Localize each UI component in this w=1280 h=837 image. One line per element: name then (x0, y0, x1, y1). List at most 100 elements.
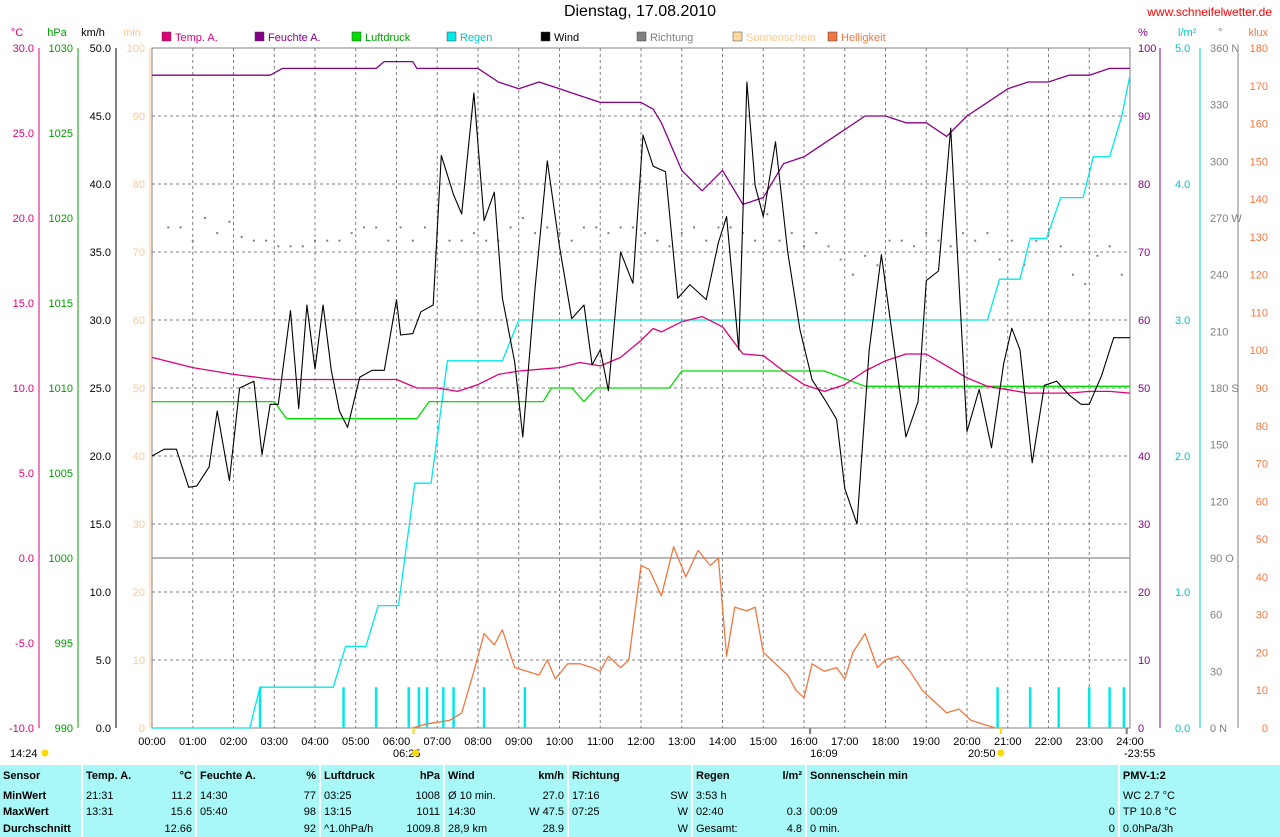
stats-header-pmv: PMV-1:2 (1117, 765, 1280, 788)
time-tick-label: 19:00 (912, 736, 940, 748)
direction-tick-label: 270 W (1210, 213, 1242, 225)
lux-tick-label: 70 (1256, 459, 1268, 471)
time-tick-label: 11:00 (587, 736, 614, 748)
stats-cell: 15.6 (170, 806, 192, 819)
legend-swatch (540, 31, 551, 42)
direction-point (387, 239, 390, 242)
time-tick-label: 02:00 (220, 736, 248, 748)
wind-tick-label: 0.0 (96, 723, 111, 735)
stats-header-row: Sensor Temp. A. °C Feuchte A. % Luftdruc… (0, 765, 1280, 788)
direction-tick-label: 210 (1210, 326, 1228, 338)
stats-header-rain-unit: l/m² (782, 770, 802, 783)
time-tick-label: 00:00 (138, 736, 166, 748)
stats-cell (1037, 788, 1119, 804)
time-tick-label: 04:00 (301, 736, 329, 748)
stats-cell: 28.9 (542, 822, 564, 835)
stats-cell: 00:09 (805, 804, 1037, 821)
legend-swatch (161, 31, 172, 42)
pressure-tick-label: 1000 (49, 553, 73, 565)
humidity-tick-label: 20 (1138, 587, 1150, 599)
stats-cell (805, 787, 1037, 805)
stats-cell: 21:31 (81, 787, 159, 805)
legend-label: Wind (554, 32, 579, 44)
chart-title: Dienstag, 17.08.2010 (563, 3, 717, 20)
site-link[interactable]: www.schneifelwetter.de (1147, 5, 1272, 19)
rain-tick-label: 2.0 (1175, 451, 1190, 463)
stats-cell: 3:53 h (691, 787, 759, 805)
time-tick-label: 13:00 (668, 736, 696, 748)
time-tick-label: 23:00 (1075, 736, 1103, 748)
marker-max-lux: 16:09 (810, 748, 838, 760)
stats-cell: WC 2.7 °C (1117, 787, 1280, 805)
pressure-tick-label: 1005 (49, 468, 73, 480)
wind-tick-label: 20.0 (90, 451, 111, 463)
humidity-tick-label: 40 (1138, 451, 1150, 463)
legend-label: Sonnenschein (746, 32, 816, 44)
wind-tick-label: 35.0 (90, 247, 111, 259)
sun-tick-label: 80 (133, 179, 145, 191)
lux-tick-label: 180 (1250, 43, 1268, 55)
direction-point (607, 232, 610, 235)
direction-point (582, 226, 585, 229)
direction-point (925, 232, 928, 235)
direction-point (179, 226, 182, 229)
direction-point (766, 213, 769, 216)
stats-cell: Ø 10 min. (443, 787, 516, 805)
lux-tick-label: 90 (1256, 383, 1268, 395)
lux-tick-label: 150 (1250, 156, 1268, 168)
direction-point (900, 239, 903, 242)
stats-cell: 13:31 (81, 804, 159, 821)
time-tick-label: 06:00 (383, 736, 411, 748)
stats-header-rain: Regen (691, 765, 759, 788)
direction-point (692, 226, 695, 229)
stats-row-label: MaxWert (3, 806, 49, 819)
direction-point (949, 245, 952, 248)
series-wind (151, 81, 1130, 525)
humidity-tick-label: 80 (1138, 179, 1150, 191)
weather-chart: 30.025.020.015.010.05.00.0-5.0-10.010301… (9, 27, 1269, 760)
humidity-tick-label: 10 (1138, 655, 1150, 667)
direction-point (631, 226, 634, 229)
wind-tick-label: 15.0 (90, 519, 111, 531)
direction-point (448, 239, 451, 242)
stats-header-sensor: Sensor (3, 770, 41, 783)
direction-point (277, 245, 280, 248)
stats-header-wind-unit: km/h (538, 770, 564, 783)
temp-tick-label: 5.0 (19, 468, 34, 480)
direction-point (839, 258, 842, 261)
direction-tick-label: 30 (1210, 666, 1222, 678)
wind-tick-label: 25.0 (90, 383, 111, 395)
direction-point (1084, 283, 1087, 286)
direction-point (1108, 245, 1111, 248)
stats-row-avg: Durchschnitt 12.66 92 ^1.0hPa/h 1009.8 2… (0, 820, 1280, 837)
direction-tick-label: 360 N (1210, 43, 1239, 55)
stats-cell: W (677, 822, 688, 835)
direction-point (424, 226, 427, 229)
stats-cell: W (677, 806, 688, 819)
stats-cell: 0 (1108, 806, 1115, 819)
direction-point (913, 245, 916, 248)
temp-tick-label: -10.0 (9, 723, 34, 735)
pressure-tick-label: 995 (55, 638, 73, 650)
sun-tick-label: 30 (133, 519, 145, 531)
direction-tick-label: 60 (1210, 610, 1222, 622)
stats-row-max: MaxWert 13:31 15.6 05:40 98 13:15 1011 1… (0, 804, 1280, 821)
stats-cell: 1009.8 (406, 822, 440, 835)
marker-left-time: 14:24 (10, 748, 38, 760)
direction-point (546, 226, 549, 229)
lux-tick-label: 110 (1250, 307, 1268, 319)
temp-tick-label: -5.0 (15, 638, 34, 650)
direction-point (411, 239, 414, 242)
stats-cell (567, 820, 645, 837)
lux-tick-label: 0 (1262, 723, 1268, 735)
direction-point (534, 232, 537, 235)
stats-cell: 03:25 (319, 787, 402, 805)
stats-cell: 02:40 (691, 804, 759, 821)
stats-header-temp-unit: °C (179, 770, 192, 783)
direction-point (485, 239, 488, 242)
humidity-tick-label: 30 (1138, 519, 1150, 531)
statistics-panel: Sensor Temp. A. °C Feuchte A. % Luftdruc… (0, 765, 1280, 837)
direction-point (937, 239, 940, 242)
direction-point (240, 235, 243, 238)
stats-cell (759, 788, 806, 804)
